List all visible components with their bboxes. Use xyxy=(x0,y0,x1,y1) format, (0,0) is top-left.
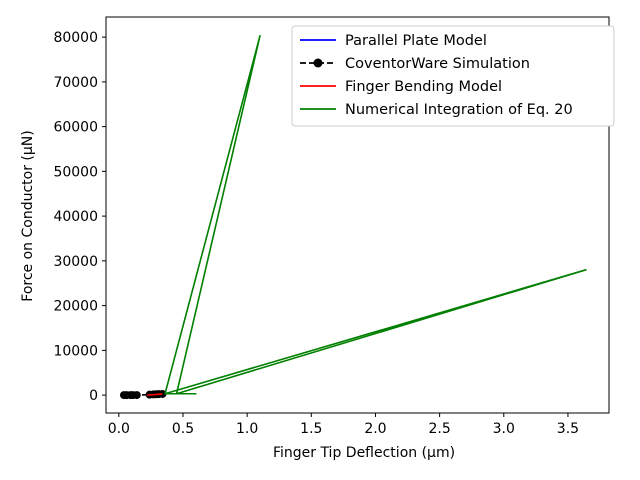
legend-box xyxy=(291,25,615,127)
y-tick-label-8: 80000 xyxy=(53,30,98,46)
legend: Parallel Plate Model CoventorWare Simulat… xyxy=(291,25,615,127)
series-line-2 xyxy=(147,393,163,396)
x-tick-label-4: 2.0 xyxy=(364,421,386,437)
x-tick-label-2: 1.0 xyxy=(236,421,258,437)
x-tick-label-1: 0.5 xyxy=(172,421,194,437)
plot-area xyxy=(119,34,587,400)
x-tick-label-3: 1.5 xyxy=(300,421,322,437)
y-tick-label-4: 40000 xyxy=(53,209,98,225)
legend-marker-1 xyxy=(313,58,323,68)
x-tick-label-6: 3.0 xyxy=(493,421,515,437)
y-tick-label-6: 60000 xyxy=(53,120,98,136)
series-1-point-4 xyxy=(132,391,141,400)
x-tick-label-7: 3.5 xyxy=(557,421,579,437)
y-tick-label-2: 20000 xyxy=(53,299,98,315)
x-axis-title: Finger Tip Deflection (μm) xyxy=(273,445,455,461)
y-tick-label-3: 30000 xyxy=(53,254,98,270)
legend-label-3: Numerical Integration of Eq. 20 xyxy=(345,102,573,118)
y-tick-label-1: 10000 xyxy=(53,343,98,359)
legend-label-2: Finger Bending Model xyxy=(345,79,502,95)
legend-label-1: CoventorWare Simulation xyxy=(345,56,530,72)
series-group xyxy=(119,34,587,400)
series-line-3 xyxy=(164,34,587,395)
x-tick-label-5: 2.5 xyxy=(428,421,450,437)
axes: 0.0 0.5 1.0 1.5 2.0 2.5 3.0 3.5 0 10000 20000 30000… xyxy=(53,16,610,437)
y-tick-label-0: 0 xyxy=(89,388,98,404)
plot-frame xyxy=(105,16,610,414)
series-1-point-9 xyxy=(158,389,167,398)
legend-label-0: Parallel Plate Model xyxy=(345,33,487,49)
y-tick-label-5: 50000 xyxy=(53,164,98,180)
y-tick-label-7: 70000 xyxy=(53,75,98,91)
x-tick-label-0: 0.0 xyxy=(108,421,130,437)
y-axis-title: Force on Conductor (μN) xyxy=(20,130,36,301)
